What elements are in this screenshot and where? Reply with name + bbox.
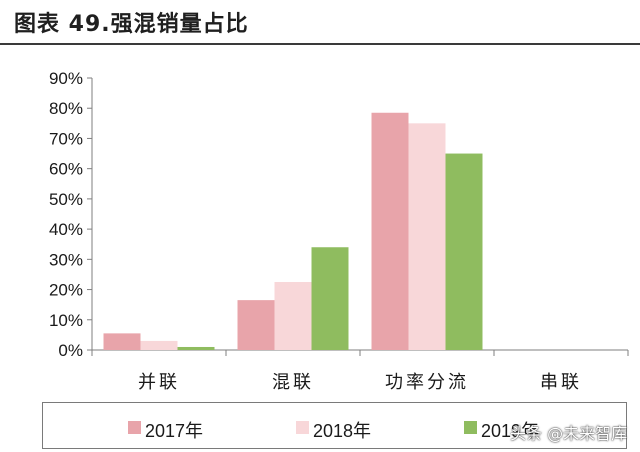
- legend-swatch-2017: [128, 421, 141, 434]
- y-tick-label: 60%: [49, 160, 83, 179]
- legend-label-2017: 2017年: [145, 421, 204, 441]
- bar: [177, 346, 215, 350]
- chart-title: 图表 49.强混销量占比: [14, 12, 249, 37]
- y-tick-label: 50%: [49, 190, 83, 209]
- y-tick-label: 30%: [49, 250, 83, 269]
- y-tick-label: 0%: [58, 341, 83, 360]
- bar: [408, 123, 446, 350]
- y-tick-label: 90%: [49, 69, 83, 88]
- legend-label-2019: 2019年: [481, 421, 540, 441]
- title-divider: [0, 43, 640, 45]
- bar: [237, 300, 275, 350]
- x-tick-label: 混联: [272, 372, 314, 393]
- legend-swatch-2019: [464, 421, 477, 434]
- legend-swatch-2018: [296, 421, 309, 434]
- y-tick-label: 20%: [49, 281, 83, 300]
- x-tick-label: 并联: [138, 372, 180, 393]
- bar: [140, 340, 178, 350]
- legend: 2017年 2018年 2019年: [42, 402, 627, 449]
- bar: [445, 153, 483, 350]
- bar: [103, 333, 141, 350]
- legend-label-2018: 2018年: [313, 421, 372, 441]
- bar: [274, 282, 312, 350]
- watermark: 头条 @未来智库: [510, 424, 628, 443]
- y-tick-label: 80%: [49, 99, 83, 118]
- bar: [311, 247, 349, 350]
- bar-chart: 0% 10% 20% 30% 40% 50% 60% 70% 80% 90% 并联 混联 功率分流 串联: [49, 69, 629, 393]
- y-tick-label: 40%: [49, 220, 83, 239]
- y-tick-label: 70%: [49, 129, 83, 148]
- y-tick-label: 10%: [49, 311, 83, 330]
- x-tick-label: 功率分流: [385, 372, 469, 393]
- x-tick-label: 串联: [540, 372, 582, 393]
- bar: [371, 112, 409, 350]
